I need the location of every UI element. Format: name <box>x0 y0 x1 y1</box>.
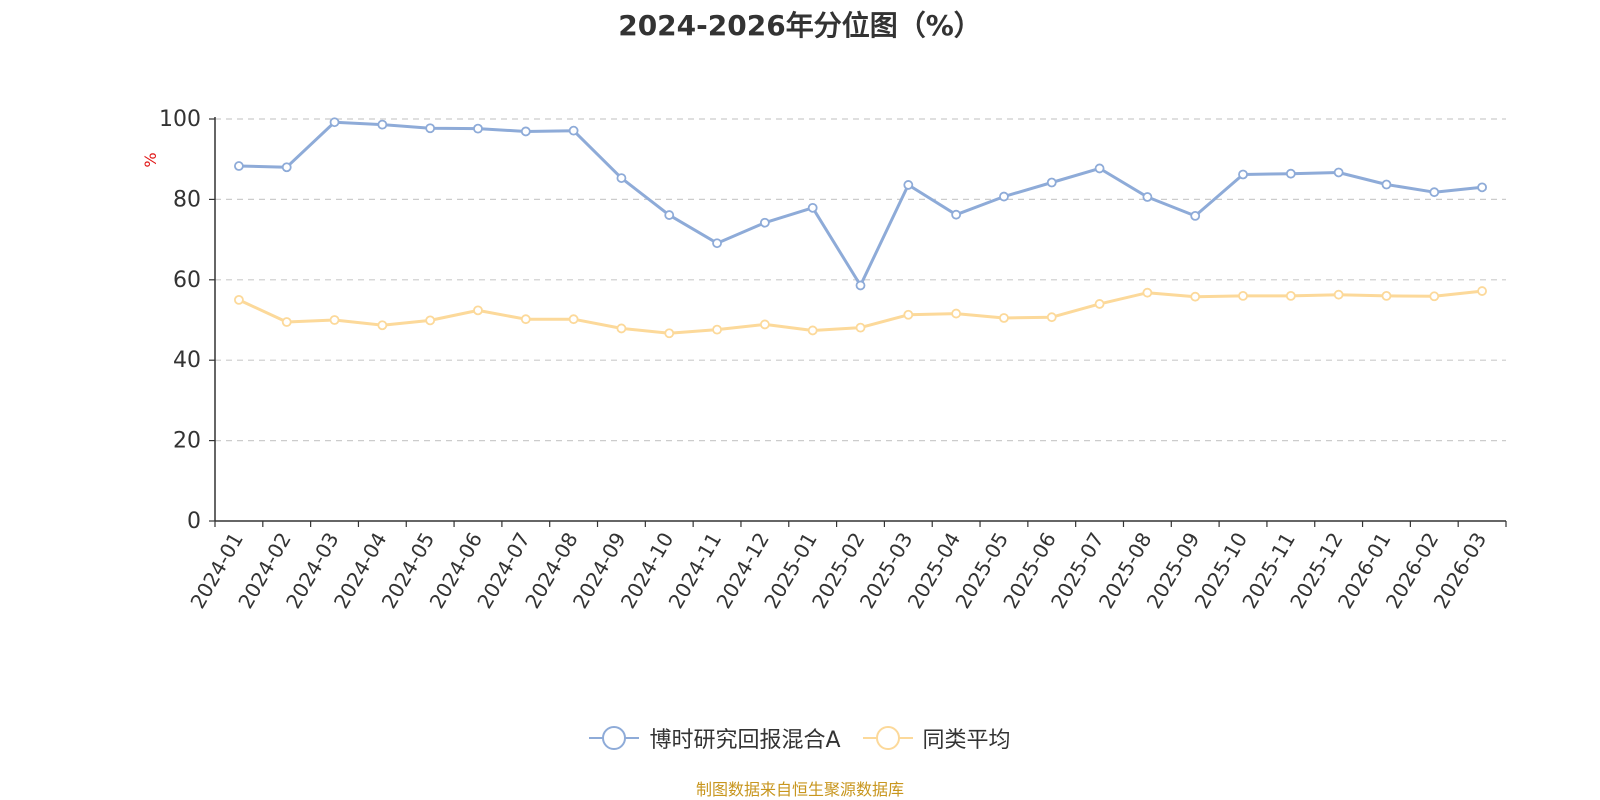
data-point[interactable] <box>473 123 483 134</box>
data-point[interactable] <box>1094 163 1105 174</box>
data-point[interactable] <box>1477 182 1487 193</box>
data-point[interactable] <box>951 209 962 220</box>
data-point[interactable] <box>234 161 244 171</box>
legend: 博时研究回报混合A 同类平均 <box>0 722 1600 754</box>
data-point[interactable] <box>1333 289 1344 300</box>
data-point[interactable] <box>377 320 388 331</box>
data-point[interactable] <box>1142 287 1153 298</box>
legend-label: 同类平均 <box>922 728 1011 753</box>
data-point[interactable] <box>1238 169 1248 180</box>
data-point[interactable] <box>759 319 770 330</box>
y-axis-label: % <box>141 152 160 167</box>
data-point[interactable] <box>425 123 436 134</box>
series-lines <box>234 117 1487 339</box>
data-point[interactable] <box>1381 179 1392 190</box>
y-tick-label: 0 <box>187 509 201 534</box>
data-point[interactable] <box>234 294 244 305</box>
legend-marker-icon <box>589 726 640 750</box>
data-point[interactable] <box>1190 291 1201 302</box>
data-point[interactable] <box>951 308 962 319</box>
data-point[interactable] <box>712 238 722 249</box>
data-point[interactable] <box>473 305 483 316</box>
data-point[interactable] <box>1429 291 1440 302</box>
data-point[interactable] <box>1046 312 1057 323</box>
data-point[interactable] <box>903 180 914 190</box>
series-line-1 <box>238 120 1483 287</box>
data-point[interactable] <box>999 313 1009 323</box>
data-point[interactable] <box>520 126 531 137</box>
data-point[interactable] <box>807 325 818 336</box>
y-tick-label: 60 <box>173 268 201 293</box>
legend-item-2[interactable]: 同类平均 <box>862 722 1011 754</box>
data-point[interactable] <box>1477 286 1487 296</box>
y-tick-label: 80 <box>173 187 201 212</box>
legend-marker-circle <box>875 726 900 750</box>
legend-marker-icon <box>862 726 913 750</box>
data-point[interactable] <box>855 280 866 291</box>
data-point[interactable] <box>329 117 340 128</box>
y-tick-label: 20 <box>173 429 201 454</box>
data-point[interactable] <box>1285 290 1296 301</box>
data-point[interactable] <box>568 314 579 325</box>
data-point[interactable] <box>520 314 531 325</box>
data-point[interactable] <box>712 324 722 335</box>
legend-label: 博时研究回报混合A <box>649 728 841 753</box>
data-point[interactable] <box>903 309 914 320</box>
data-point[interactable] <box>999 191 1009 202</box>
grid-lines <box>215 118 1506 442</box>
data-point[interactable] <box>1142 192 1153 202</box>
data-point[interactable] <box>616 173 627 183</box>
data-point[interactable] <box>855 322 866 333</box>
data-point[interactable] <box>616 323 627 334</box>
data-point[interactable] <box>425 315 436 326</box>
data-point[interactable] <box>281 317 292 327</box>
data-point[interactable] <box>807 202 818 213</box>
data-point[interactable] <box>1285 168 1296 179</box>
data-point[interactable] <box>377 119 388 130</box>
legend-marker-circle <box>602 726 627 750</box>
chart-title: 2024-2026年分位图（%） <box>618 9 982 42</box>
data-point[interactable] <box>281 162 292 173</box>
source-note: 制图数据来自恒生聚源数据库 <box>695 780 904 799</box>
data-point[interactable] <box>1381 290 1392 301</box>
data-point[interactable] <box>1238 290 1248 301</box>
data-point[interactable] <box>1046 177 1057 188</box>
data-point[interactable] <box>664 210 675 220</box>
data-point[interactable] <box>329 315 340 325</box>
y-tick-label: 40 <box>173 348 201 373</box>
y-tick-label: 100 <box>159 107 201 132</box>
data-point[interactable] <box>1190 210 1201 221</box>
data-point[interactable] <box>759 217 770 228</box>
legend-item-1[interactable]: 博时研究回报混合A <box>589 722 841 754</box>
data-point[interactable] <box>1429 187 1440 198</box>
data-point[interactable] <box>664 328 675 339</box>
data-point[interactable] <box>1333 167 1344 178</box>
data-point[interactable] <box>1094 299 1105 309</box>
data-point[interactable] <box>568 125 579 136</box>
